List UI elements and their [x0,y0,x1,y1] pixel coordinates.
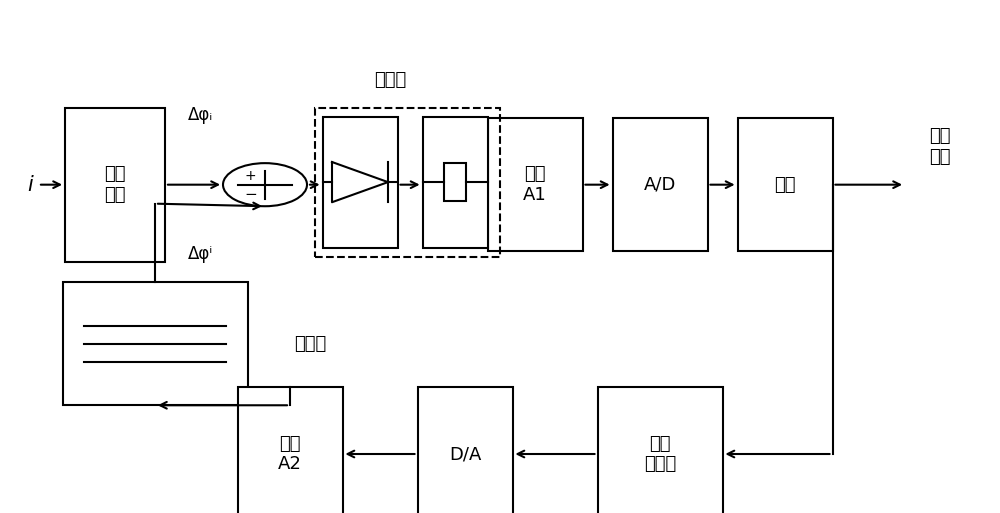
Text: 调制器: 调制器 [294,334,326,353]
Bar [444,163,466,201]
Text: 斜波
发生器: 斜波 发生器 [644,435,676,473]
Text: Δφᵢ: Δφᵢ [187,106,213,125]
Bar [612,118,708,251]
Text: 积分: 积分 [774,175,796,194]
Text: 数字
输出: 数字 输出 [929,127,951,166]
Text: −: − [244,187,257,202]
Text: 敏感
元件: 敏感 元件 [104,165,126,204]
Bar [488,118,582,251]
Text: Δφⁱ: Δφⁱ [187,245,213,263]
Bar [238,387,342,513]
Bar [418,387,513,513]
Bar [738,118,832,251]
Bar [322,117,398,248]
Bar [65,108,165,262]
Text: i: i [27,175,33,194]
Text: 探测器: 探测器 [374,70,406,89]
Text: 运放
A1: 运放 A1 [523,165,547,204]
Text: 运放
A2: 运放 A2 [278,435,302,473]
Bar [315,108,500,256]
Text: +: + [244,169,256,184]
Text: A/D: A/D [644,175,676,194]
Text: D/A: D/A [449,445,481,463]
Bar [62,282,248,405]
Bar [598,387,722,513]
Bar [422,117,488,248]
